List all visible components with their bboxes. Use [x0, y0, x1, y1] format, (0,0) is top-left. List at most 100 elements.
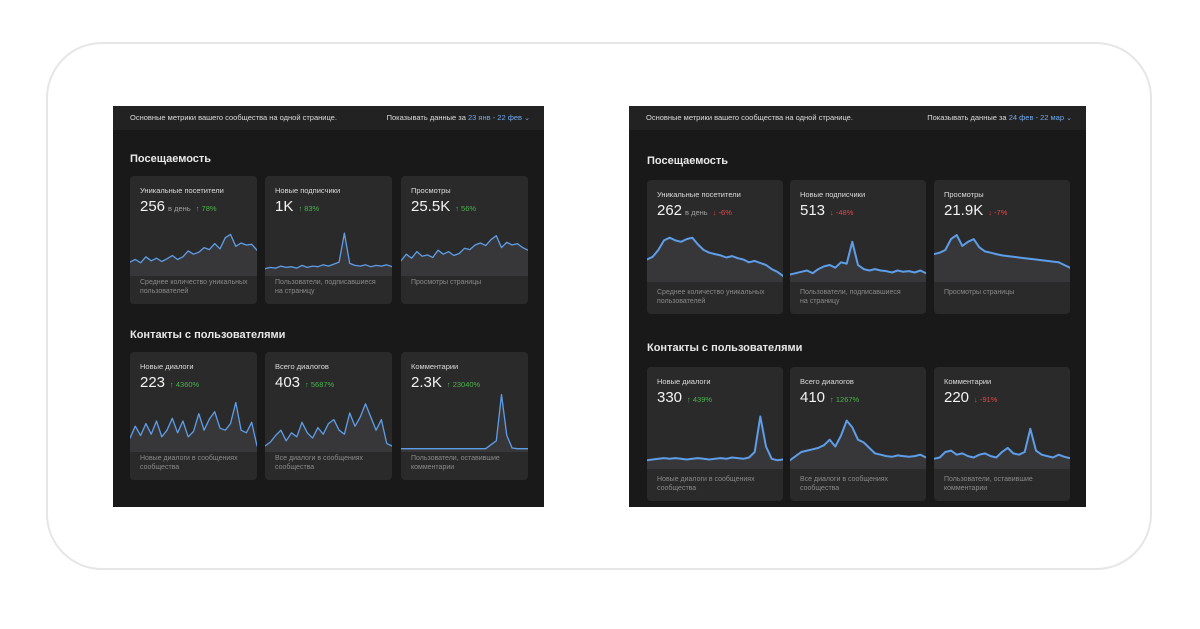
sparkline-chart	[130, 233, 257, 276]
arrow-up-icon: ↑	[830, 395, 834, 404]
stat-value: 220	[944, 389, 970, 406]
stat-card-views[interactable]: Просмотры 21.9K ↓ -7% Просмотры страницы	[934, 180, 1070, 314]
stat-delta: ↑ 4360%	[170, 380, 199, 389]
stat-value: 25.5K	[411, 198, 451, 215]
desc-line-1: Просмотры страницы	[411, 279, 482, 286]
stat-label: Уникальные посетители	[657, 190, 741, 199]
sparkline-line	[130, 233, 257, 264]
stat-value: 2.3K	[411, 374, 442, 391]
stat-card-new-subscribers[interactable]: Новые подписчики 513 ↓ -48% Пользователи,…	[790, 180, 926, 314]
sparkline-chart	[401, 393, 528, 452]
chevron-down-icon[interactable]: ⌄	[524, 115, 530, 122]
date-range-selector[interactable]: Показывать данные за 24 фев - 22 мар ⌄	[927, 113, 1072, 122]
sparkline-line	[130, 401, 257, 447]
stat-delta: ↓ -48%	[830, 208, 853, 217]
stat-delta-value: 83%	[304, 204, 320, 213]
section-title-contacts: Контакты с пользователями	[647, 342, 803, 354]
stat-delta-value: -7%	[994, 208, 1008, 217]
desc-line-1: Среднее количество уникальных	[140, 279, 248, 286]
sparkline-chart	[790, 419, 926, 469]
stat-label: Новые диалоги	[140, 362, 194, 371]
desc-line-2: сообщества	[275, 464, 315, 471]
stat-label: Новые подписчики	[275, 186, 341, 195]
stat-description: Пользователи, оставившие комментарии	[944, 475, 1033, 493]
desc-line-2: на страницу	[275, 288, 315, 295]
date-range[interactable]: 24 фев - 22 мар	[1008, 113, 1065, 122]
dashboard-panel-before: Основные метрики вашего сообщества на од…	[113, 106, 544, 507]
sparkline-area	[130, 402, 257, 452]
arrow-up-icon: ↑	[455, 204, 459, 213]
arrow-up-icon: ↑	[305, 380, 309, 389]
stat-card-new-subscribers[interactable]: Новые подписчики 1K ↑ 83% Пользователи, п…	[265, 176, 392, 304]
stat-card-unique-visitors[interactable]: Уникальные посетители 256 в день ↑ 78% Сре…	[130, 176, 257, 304]
sparkline-area	[265, 403, 392, 452]
sparkline-chart	[265, 403, 392, 452]
stat-card-views[interactable]: Просмотры 25.5K ↑ 56% Просмотры страницы	[401, 176, 528, 304]
stat-card-unique-visitors[interactable]: Уникальные посетители 262 в день ↓ -6% Сре…	[647, 180, 783, 314]
chevron-down-icon[interactable]: ⌄	[1066, 115, 1072, 122]
sparkline-line	[265, 232, 392, 270]
stat-card-new-dialogs[interactable]: Новые диалоги 223 ↑ 4360% Новые диалоги в…	[130, 352, 257, 480]
stat-delta: ↓ -7%	[988, 208, 1007, 217]
stat-description: Просмотры страницы	[411, 278, 481, 287]
desc-line-1: Просмотры страницы	[944, 289, 1015, 296]
sparkline-area	[934, 428, 1070, 469]
sparkline-area	[401, 235, 528, 276]
stat-value: 330	[657, 389, 683, 406]
desc-line-1: Среднее количество уникальных	[657, 289, 765, 296]
stat-unit: в день	[685, 208, 708, 217]
stat-card-total-dialogs[interactable]: Всего диалогов 403 ↑ 5687% Все диалоги в …	[265, 352, 392, 480]
stat-description: Все диалоги в сообщениях сообщества	[800, 475, 888, 493]
stat-label: Уникальные посетители	[140, 186, 224, 195]
stat-card-new-dialogs[interactable]: Новые диалоги 330 ↑ 439% Новые диалоги в …	[647, 367, 783, 501]
stat-delta-value: -6%	[718, 208, 732, 217]
stat-description: Новые диалоги в сообщениях сообщества	[657, 475, 755, 493]
stat-card-total-dialogs[interactable]: Всего диалогов 410 ↑ 1267% Все диалоги в …	[790, 367, 926, 501]
stat-card-comments[interactable]: Комментарии 220 ↓ -91% Пользователи, оста…	[934, 367, 1070, 501]
stat-description: Все диалоги в сообщениях сообщества	[275, 454, 363, 472]
desc-line-2: пользователей	[657, 298, 706, 305]
stat-delta-value: 78%	[201, 204, 217, 213]
sparkline-area	[790, 420, 926, 469]
panel-header: Основные метрики вашего сообщества на од…	[113, 106, 544, 130]
sparkline-line	[265, 403, 392, 447]
date-range-selector[interactable]: Показывать данные за 23 янв - 22 фев ⌄	[387, 113, 530, 122]
sparkline-area	[934, 235, 1070, 282]
section-title-traffic: Посещаемость	[130, 153, 212, 165]
desc-line-2: пользователей	[140, 288, 189, 295]
stat-delta-value: -48%	[835, 208, 854, 217]
sparkline-area	[790, 241, 926, 282]
stat-delta: ↑ 5687%	[305, 380, 334, 389]
stat-description: Новые диалоги в сообщениях сообщества	[140, 454, 238, 472]
section-title-contacts: Контакты с пользователями	[130, 329, 286, 341]
show-label: Показывать данные за	[386, 113, 466, 122]
stat-value: 262	[657, 202, 683, 219]
stat-description: Пользователи, подписавшиеся на страницу	[800, 288, 901, 306]
stat-description: Пользователи, оставившие комментарии	[411, 454, 500, 472]
desc-line-2: на страницу	[800, 298, 840, 305]
panel-header: Основные метрики вашего сообщества на од…	[629, 106, 1086, 130]
sparkline-chart	[934, 427, 1070, 469]
stat-label: Всего диалогов	[800, 377, 854, 386]
arrow-up-icon: ↑	[195, 204, 200, 213]
date-range[interactable]: 23 янв - 22 фев	[468, 113, 523, 122]
stat-label: Комментарии	[411, 362, 459, 371]
stat-delta-value: 56%	[461, 204, 477, 213]
sparkline-chart	[790, 240, 926, 282]
desc-line-1: Новые диалоги в сообщениях	[657, 476, 755, 483]
desc-line-2: комментарии	[944, 485, 988, 492]
desc-line-2: комментарии	[411, 464, 455, 471]
sparkline-chart	[265, 232, 392, 276]
stat-value: 513	[800, 202, 826, 219]
desc-line-1: Пользователи, подписавшиеся	[275, 279, 376, 286]
stat-description: Просмотры страницы	[944, 288, 1014, 297]
section-title-traffic: Посещаемость	[647, 155, 729, 167]
arrow-down-icon: ↓	[988, 208, 992, 217]
sparkline-area	[130, 234, 257, 276]
desc-line-1: Новые диалоги в сообщениях	[140, 455, 238, 462]
stat-card-comments[interactable]: Комментарии 2.3K ↑ 23040% Пользователи, о…	[401, 352, 528, 480]
sparkline-line	[401, 393, 528, 450]
stat-value: 256	[140, 198, 166, 215]
sparkline-chart	[934, 234, 1070, 282]
stat-value: 403	[275, 374, 301, 391]
